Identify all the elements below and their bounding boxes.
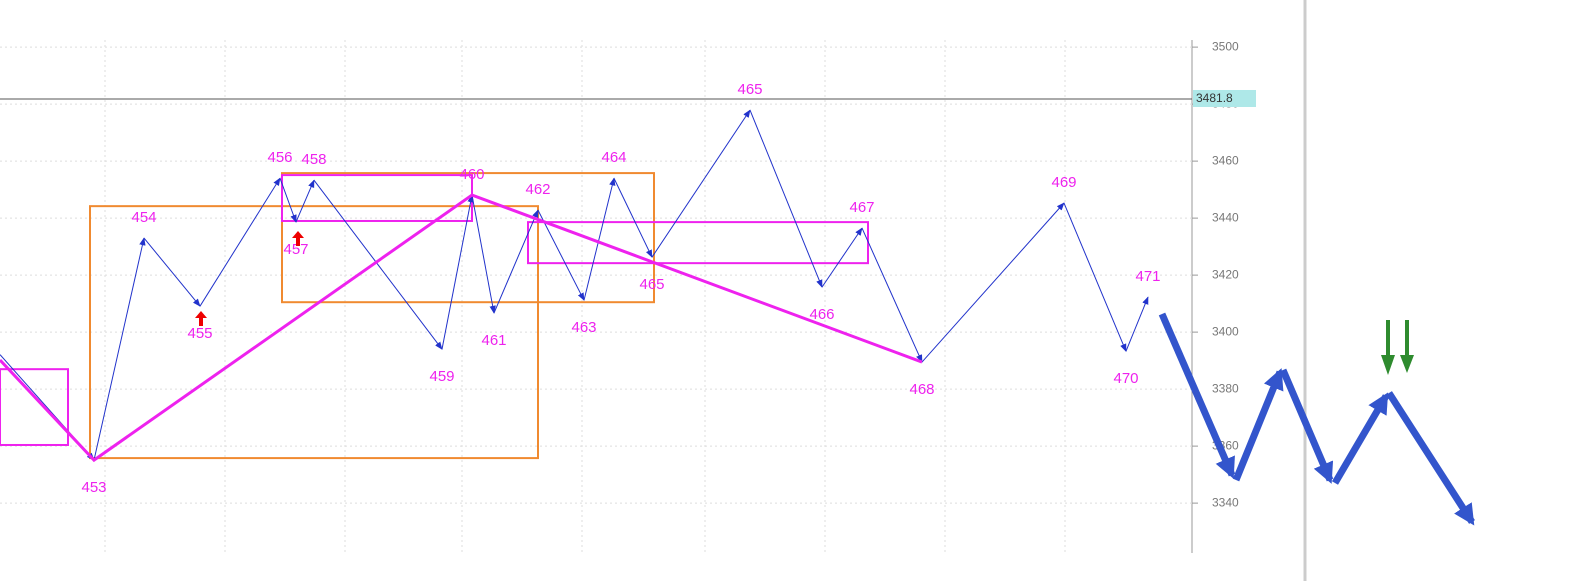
forecast-arrow [1232, 368, 1284, 482]
wave-segment [861, 227, 923, 363]
wave-segment [199, 177, 281, 307]
line-trend [0, 193, 923, 463]
pivot-label: 464 [601, 149, 626, 166]
wave-segment [749, 109, 823, 288]
wave-segment [1063, 202, 1127, 352]
pivot-label: 470 [1113, 370, 1138, 387]
y-tick-label: 3400 [1212, 324, 1239, 338]
zone [89, 205, 539, 460]
green-arrow [1400, 320, 1414, 373]
pivot-label: 456 [267, 149, 292, 166]
wave-segment [821, 227, 863, 288]
forecast-arrow [1158, 312, 1236, 479]
pivot-label: 466 [809, 306, 834, 323]
wave-segment [441, 194, 474, 350]
pivot-label: 459 [429, 368, 454, 385]
y-tick-label: 3380 [1212, 381, 1239, 395]
pivot-label: 458 [301, 151, 326, 168]
wave-segment [279, 178, 297, 223]
green-arrow [1381, 320, 1395, 375]
wave-segment [921, 202, 1065, 363]
pivot-label: 467 [849, 199, 874, 216]
layer: 3340336033803400342034403460348035004534… [0, 39, 1256, 553]
wave-segment [471, 194, 496, 314]
y-tick-label: 3420 [1212, 267, 1239, 281]
wave-segment [295, 179, 315, 223]
pivot-label: 455 [187, 325, 212, 342]
pivot-label: 453 [81, 479, 106, 496]
wave-segment [651, 109, 751, 258]
wave-segment [313, 179, 443, 350]
signal-arrow [292, 231, 304, 246]
forecast-arrow [1279, 368, 1334, 484]
pivot-label: 469 [1051, 174, 1076, 191]
wave-segment [583, 177, 616, 301]
y-tick-label: 3440 [1212, 210, 1239, 224]
wave-segment [613, 178, 653, 258]
forecast-arrow [1331, 392, 1390, 485]
current-price-label: 3481.8 [1196, 91, 1233, 105]
pivot-label: 465 [737, 81, 762, 98]
price-box [1193, 89, 1256, 107]
pivot-label: 462 [525, 181, 550, 198]
pivot-label: 454 [131, 209, 156, 226]
pivot-label: 465 [639, 276, 664, 293]
forecast-arrows [1158, 312, 1475, 526]
pivot-label: 457 [283, 241, 308, 258]
wave-segment [1125, 296, 1149, 352]
y-tick-label: 3500 [1212, 39, 1239, 53]
pivot-label: 461 [481, 332, 506, 349]
y-tick-label: 3460 [1212, 153, 1239, 167]
y-tick-label: 3340 [1212, 495, 1239, 509]
forecast-arrow [1386, 391, 1475, 526]
wave-segment [143, 237, 201, 307]
plot-area [0, 40, 1192, 553]
pivot-label: 468 [909, 381, 934, 398]
pivot-label: 471 [1135, 268, 1160, 285]
pivot-label: 460 [459, 166, 484, 183]
pivot-label: 463 [571, 319, 596, 336]
wave-segment [93, 237, 146, 461]
wave-segment [537, 209, 585, 301]
signal-arrow [195, 311, 207, 326]
wave-segment [493, 209, 539, 314]
zone [0, 368, 69, 446]
zone [281, 172, 655, 304]
